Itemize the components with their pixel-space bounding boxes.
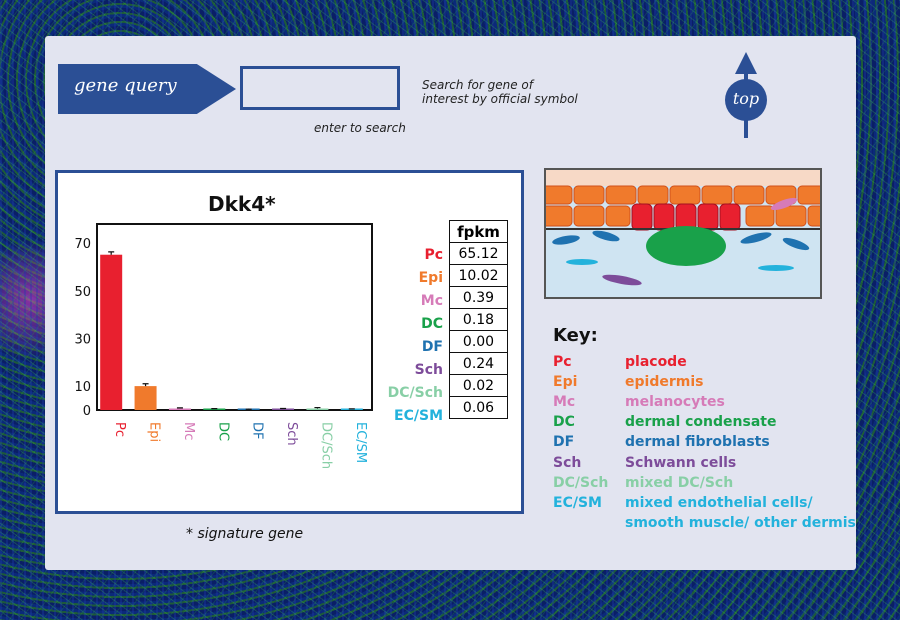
y-tick-label: 30 xyxy=(74,332,91,347)
y-tick-label: 50 xyxy=(74,285,91,300)
key-description: smooth muscle/ other dermis xyxy=(625,515,856,531)
key-abbreviation: Pc xyxy=(553,354,572,370)
error-bar xyxy=(176,407,183,409)
plot-area-frame xyxy=(96,223,373,411)
chart-frame xyxy=(55,170,524,514)
fpkm-row-labels: Pc Epi Mc DC DF Sch DC/Sch EC/SM xyxy=(360,244,443,428)
signature-gene-footnote: * signature gene xyxy=(186,526,304,542)
fpkm-row-label: Pc xyxy=(424,247,443,263)
bar-epi xyxy=(134,386,157,410)
bar-dc xyxy=(203,408,226,410)
key-description: dermal fibroblasts xyxy=(625,434,770,450)
bar-pc xyxy=(100,254,123,410)
y-tick-label: 0 xyxy=(83,404,91,419)
fpkm-row-label: DF xyxy=(421,339,443,355)
x-tick-label: DC/Sch xyxy=(318,422,333,469)
fpkm-value: 65.12 xyxy=(449,242,508,265)
fpkm-value: 10.02 xyxy=(449,264,508,287)
key-abbreviation: DC xyxy=(553,414,575,430)
top-button-label: top xyxy=(725,79,767,121)
chart-title: Dkk4* xyxy=(208,192,276,216)
fpkm-row-label: Mc xyxy=(420,293,443,309)
fpkm-value: 0.24 xyxy=(449,352,508,375)
key-abbreviation: Epi xyxy=(553,374,578,390)
y-tick-label: 10 xyxy=(74,380,91,395)
key-description: dermal condensate xyxy=(625,414,777,430)
fpkm-value: 0.00 xyxy=(449,330,508,353)
fpkm-row-label: DC/Sch xyxy=(387,385,443,401)
fpkm-header: fpkm xyxy=(449,220,508,243)
error-bar xyxy=(142,383,149,387)
fpkm-row-label: EC/SM xyxy=(394,408,443,424)
key-description: melanocytes xyxy=(625,394,725,410)
key-description: epidermis xyxy=(625,374,704,390)
error-bar xyxy=(314,406,321,409)
bar-sch xyxy=(272,408,295,410)
expression-bar-chart: 0 10 30 50 70 Pc Epi Mc DC DF Sch DC/Sch EC/SM xyxy=(74,223,373,469)
fpkm-value: 0.18 xyxy=(449,308,508,331)
bar-dc-sch xyxy=(306,408,329,410)
fpkm-value: 0.02 xyxy=(449,374,508,397)
x-tick-label: DF xyxy=(250,422,265,440)
fpkm-value: 0.06 xyxy=(449,396,508,419)
error-bar xyxy=(108,251,115,255)
gene-query-button[interactable] xyxy=(58,64,236,114)
bar-mc xyxy=(168,408,191,410)
fpkm-row-label: Sch xyxy=(414,362,443,378)
x-tick-label: DC xyxy=(215,422,230,441)
skin-placode-illustration xyxy=(544,168,822,299)
key-description: Schwann cells xyxy=(625,455,737,471)
key-abbreviation: EC/SM xyxy=(553,495,602,511)
key-description: mixed DC/Sch xyxy=(625,475,734,491)
fpkm-row-label: DC xyxy=(421,316,443,332)
search-help-line-2: interest by official symbol xyxy=(422,92,578,106)
x-tick-label: Sch xyxy=(284,422,299,446)
fpkm-row-label: Epi xyxy=(418,270,443,286)
y-tick-label: 70 xyxy=(74,237,91,252)
x-tick-label: EC/SM xyxy=(353,422,368,463)
fpkm-table: fpkm 65.12 10.02 0.39 0.18 0.00 0.24 0.02 0.06 xyxy=(449,220,508,419)
fpkm-value: 0.39 xyxy=(449,286,508,309)
search-help-text: Search for gene of interest by official … xyxy=(422,78,622,106)
x-tick-label: Epi xyxy=(147,422,162,442)
key-title: Key: xyxy=(553,325,598,346)
x-tick-label: Mc xyxy=(181,422,196,440)
key-abbreviation: Mc xyxy=(553,394,576,410)
search-hint: enter to search xyxy=(314,121,406,135)
key-abbreviation: DC/Sch xyxy=(553,475,609,491)
search-help-line-1: Search for gene of xyxy=(422,78,533,92)
x-tick-label: Pc xyxy=(112,422,127,437)
top-button[interactable]: top xyxy=(725,52,767,138)
key-description: mixed endothelial cells/ xyxy=(625,495,813,511)
tissue-diagram-icon xyxy=(546,170,820,286)
gene-query-label: gene query xyxy=(74,75,177,96)
key-abbreviation: DF xyxy=(553,434,575,450)
key-description: placode xyxy=(625,354,687,370)
gene-search-input[interactable] xyxy=(240,66,400,110)
key-abbreviation: Sch xyxy=(553,455,582,471)
error-bar xyxy=(245,408,252,410)
